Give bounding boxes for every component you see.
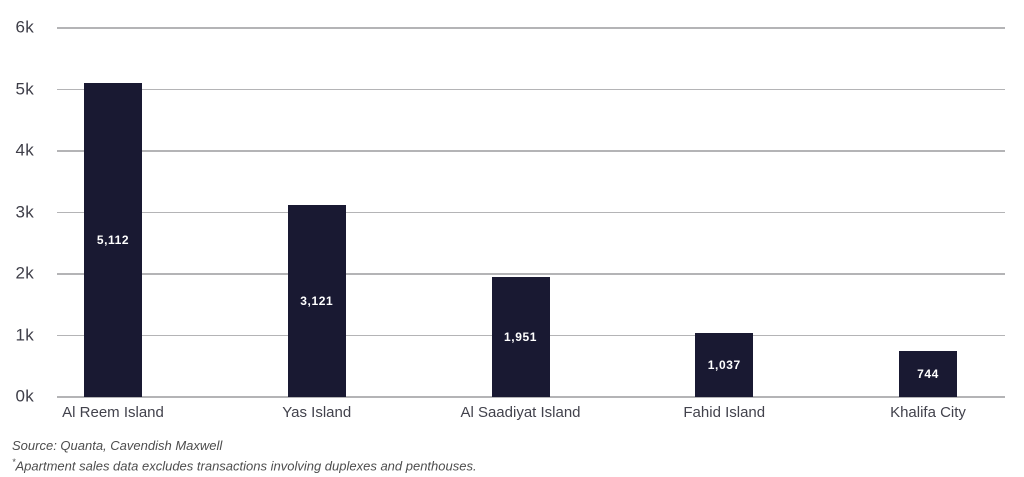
x-axis-category-label: Fahid Island — [683, 404, 766, 421]
footnote-text: Apartment sales data excludes transactio… — [15, 458, 477, 474]
footnote: *Apartment sales data excludes transacti… — [12, 457, 477, 473]
bar-value-label: 3,121 — [300, 294, 334, 309]
x-axis-category-label: Al Saadiyat Island — [460, 404, 581, 421]
bar-khalifa-city: 744 — [899, 351, 957, 397]
y-axis-tick-label: 5k — [15, 79, 34, 99]
y-axis-tick-label: 3k — [15, 202, 34, 222]
y-axis: 0k 1k 2k 3k 4k 5k 6k — [0, 18, 40, 406]
gridline — [57, 88, 1005, 91]
bar-value-label: 5,112 — [96, 232, 130, 247]
y-axis-tick-label: 4k — [15, 140, 34, 160]
footnote-marker: * — [12, 457, 16, 467]
gridline — [57, 396, 1005, 398]
bar-yas-island: 3,121 — [287, 205, 346, 397]
gridline — [57, 150, 1005, 152]
bar-value-label: 1,037 — [707, 358, 741, 373]
y-axis-tick-label: 2k — [15, 263, 34, 283]
gridline — [57, 27, 1005, 29]
y-axis-tick-label: 1k — [15, 325, 34, 345]
x-axis-category-label: Khalifa City — [890, 404, 966, 421]
bar-al-saadiyat-island: 1,951 — [491, 277, 550, 397]
x-axis-category-label: Yas Island — [282, 404, 352, 421]
bar-al-reem-island: 5,112 — [84, 82, 142, 397]
y-axis-tick-label: 0k — [15, 386, 34, 406]
plot-area: 5,112 Al Reem Island 3,121 Yas Island 1,951 A… — [57, 27, 1005, 421]
y-axis-tick-label: 6k — [15, 17, 34, 37]
bar-value-label: 1,951 — [503, 330, 538, 344]
source-note: Source: Quanta, Cavendish Maxwell — [12, 438, 223, 453]
gridline — [57, 273, 1005, 275]
gridline — [57, 211, 1005, 214]
x-axis-category-label: Al Reem Island — [62, 404, 164, 421]
bar-value-label: 744 — [917, 367, 939, 382]
bar-fahid-island: 1,037 — [695, 333, 754, 397]
